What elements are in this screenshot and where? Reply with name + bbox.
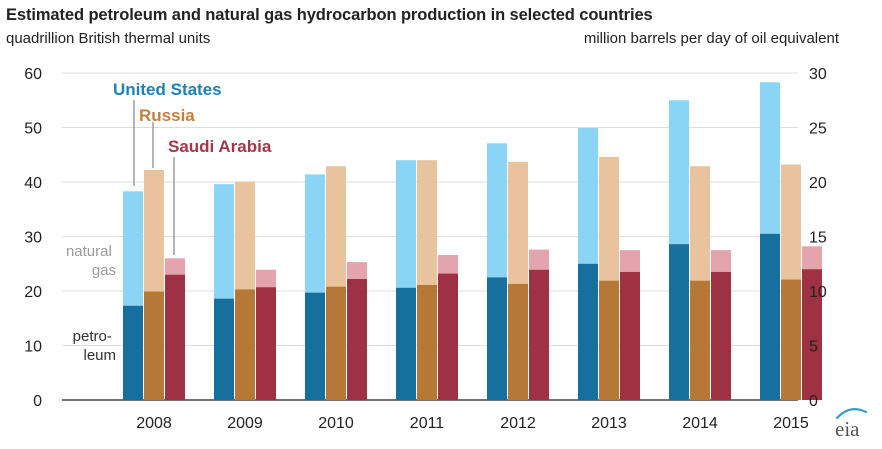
- bar-natural-gas: [508, 161, 528, 284]
- legend-label-russia: Russia: [139, 106, 195, 125]
- y-tick-label-left: 30: [24, 230, 42, 247]
- bar-natural-gas: [781, 164, 801, 280]
- bar-petroleum: [214, 298, 234, 400]
- bar-natural-gas: [417, 160, 437, 286]
- y-tick-label-right: 5: [809, 339, 818, 356]
- y-tick-label-left: 20: [24, 284, 42, 301]
- x-tick-label: 2011: [410, 415, 445, 432]
- bar-petroleum: [305, 292, 325, 400]
- bar-natural-gas: [529, 249, 549, 270]
- bar-natural-gas: [396, 160, 416, 288]
- x-tick-label: 2013: [591, 415, 627, 432]
- y-tick-label-left: 10: [24, 339, 42, 356]
- bars: [123, 82, 822, 400]
- y-tick-label-left: 50: [24, 121, 42, 138]
- bar-natural-gas: [760, 82, 780, 234]
- bar-natural-gas: [669, 100, 689, 245]
- x-tick-label: 2010: [318, 415, 354, 432]
- bar-petroleum: [123, 305, 143, 400]
- bar-petroleum: [669, 244, 689, 400]
- x-tick-label: 2008: [136, 415, 172, 432]
- bar-petroleum: [508, 283, 528, 400]
- x-tick-label: 2014: [682, 415, 718, 432]
- left-axis-unit: quadrillion British thermal units: [6, 30, 211, 47]
- natural-gas-label: natural gas: [66, 243, 116, 279]
- bar-natural-gas: [144, 170, 164, 292]
- bar-natural-gas: [711, 250, 731, 272]
- y-tick-label-right: 25: [809, 121, 827, 138]
- bar-petroleum: [165, 274, 185, 400]
- bar-petroleum: [396, 287, 416, 400]
- bar-natural-gas: [599, 156, 619, 281]
- bar-natural-gas: [690, 166, 710, 281]
- bar-natural-gas: [326, 166, 346, 287]
- bar-petroleum: [711, 271, 731, 400]
- bar-petroleum: [529, 269, 549, 400]
- bar-natural-gas: [256, 269, 276, 288]
- bar-petroleum: [690, 280, 710, 400]
- y-tick-label-right: 15: [809, 230, 827, 247]
- y-tick-label-left: 0: [33, 393, 42, 410]
- bar-natural-gas: [347, 262, 367, 280]
- bar-petroleum: [487, 277, 507, 400]
- bar-petroleum: [144, 291, 164, 400]
- y-tick-label-right: 0: [809, 393, 818, 410]
- bar-petroleum: [438, 273, 458, 400]
- bar-petroleum: [256, 287, 276, 400]
- legend-label-saudi-arabia: Saudi Arabia: [168, 137, 272, 156]
- x-tick-label: 2015: [773, 415, 809, 432]
- bar-natural-gas: [578, 128, 598, 264]
- bar-petroleum: [620, 271, 640, 400]
- x-tick-label: 2009: [227, 415, 263, 432]
- bar-natural-gas: [487, 143, 507, 278]
- y-tick-label-left: 40: [24, 175, 42, 192]
- bar-natural-gas: [214, 184, 234, 299]
- bar-petroleum: [760, 233, 780, 400]
- x-tick-label: 2012: [500, 415, 536, 432]
- y-tick-label-left: 60: [24, 66, 42, 83]
- bar-natural-gas: [305, 174, 325, 293]
- bar-petroleum: [326, 286, 346, 400]
- bar-petroleum: [781, 279, 801, 400]
- right-axis-unit: million barrels per day of oil equivalen…: [583, 30, 839, 47]
- bar-petroleum: [347, 279, 367, 400]
- eia-logo: eia: [835, 407, 868, 441]
- y-tick-label-right: 10: [809, 284, 827, 301]
- bar-petroleum: [235, 289, 255, 400]
- chart-title: Estimated petroleum and natural gas hydr…: [6, 6, 653, 24]
- bar-natural-gas: [123, 191, 143, 306]
- legend-label-united-states: United States: [113, 80, 222, 99]
- bar-natural-gas: [165, 258, 185, 275]
- bar-natural-gas: [235, 181, 255, 290]
- annotations: United States Russia Saudi Arabia natura…: [66, 80, 272, 364]
- y-tick-label-right: 30: [809, 66, 827, 83]
- bar-petroleum: [599, 280, 619, 400]
- eia-logo-text: eia: [835, 417, 860, 441]
- bar-petroleum: [802, 269, 822, 400]
- bar-natural-gas: [802, 246, 822, 270]
- bar-petroleum: [417, 285, 437, 400]
- bar-petroleum: [578, 263, 598, 400]
- bar-natural-gas: [620, 250, 640, 272]
- petroleum-label: petro- leum: [73, 328, 116, 364]
- bar-natural-gas: [438, 255, 458, 274]
- tick-labels: 0 10 20 30 40 50 60 0 5 10 15 20 25 30 2008 2009 2010 201…: [24, 66, 827, 432]
- y-tick-label-right: 20: [809, 175, 827, 192]
